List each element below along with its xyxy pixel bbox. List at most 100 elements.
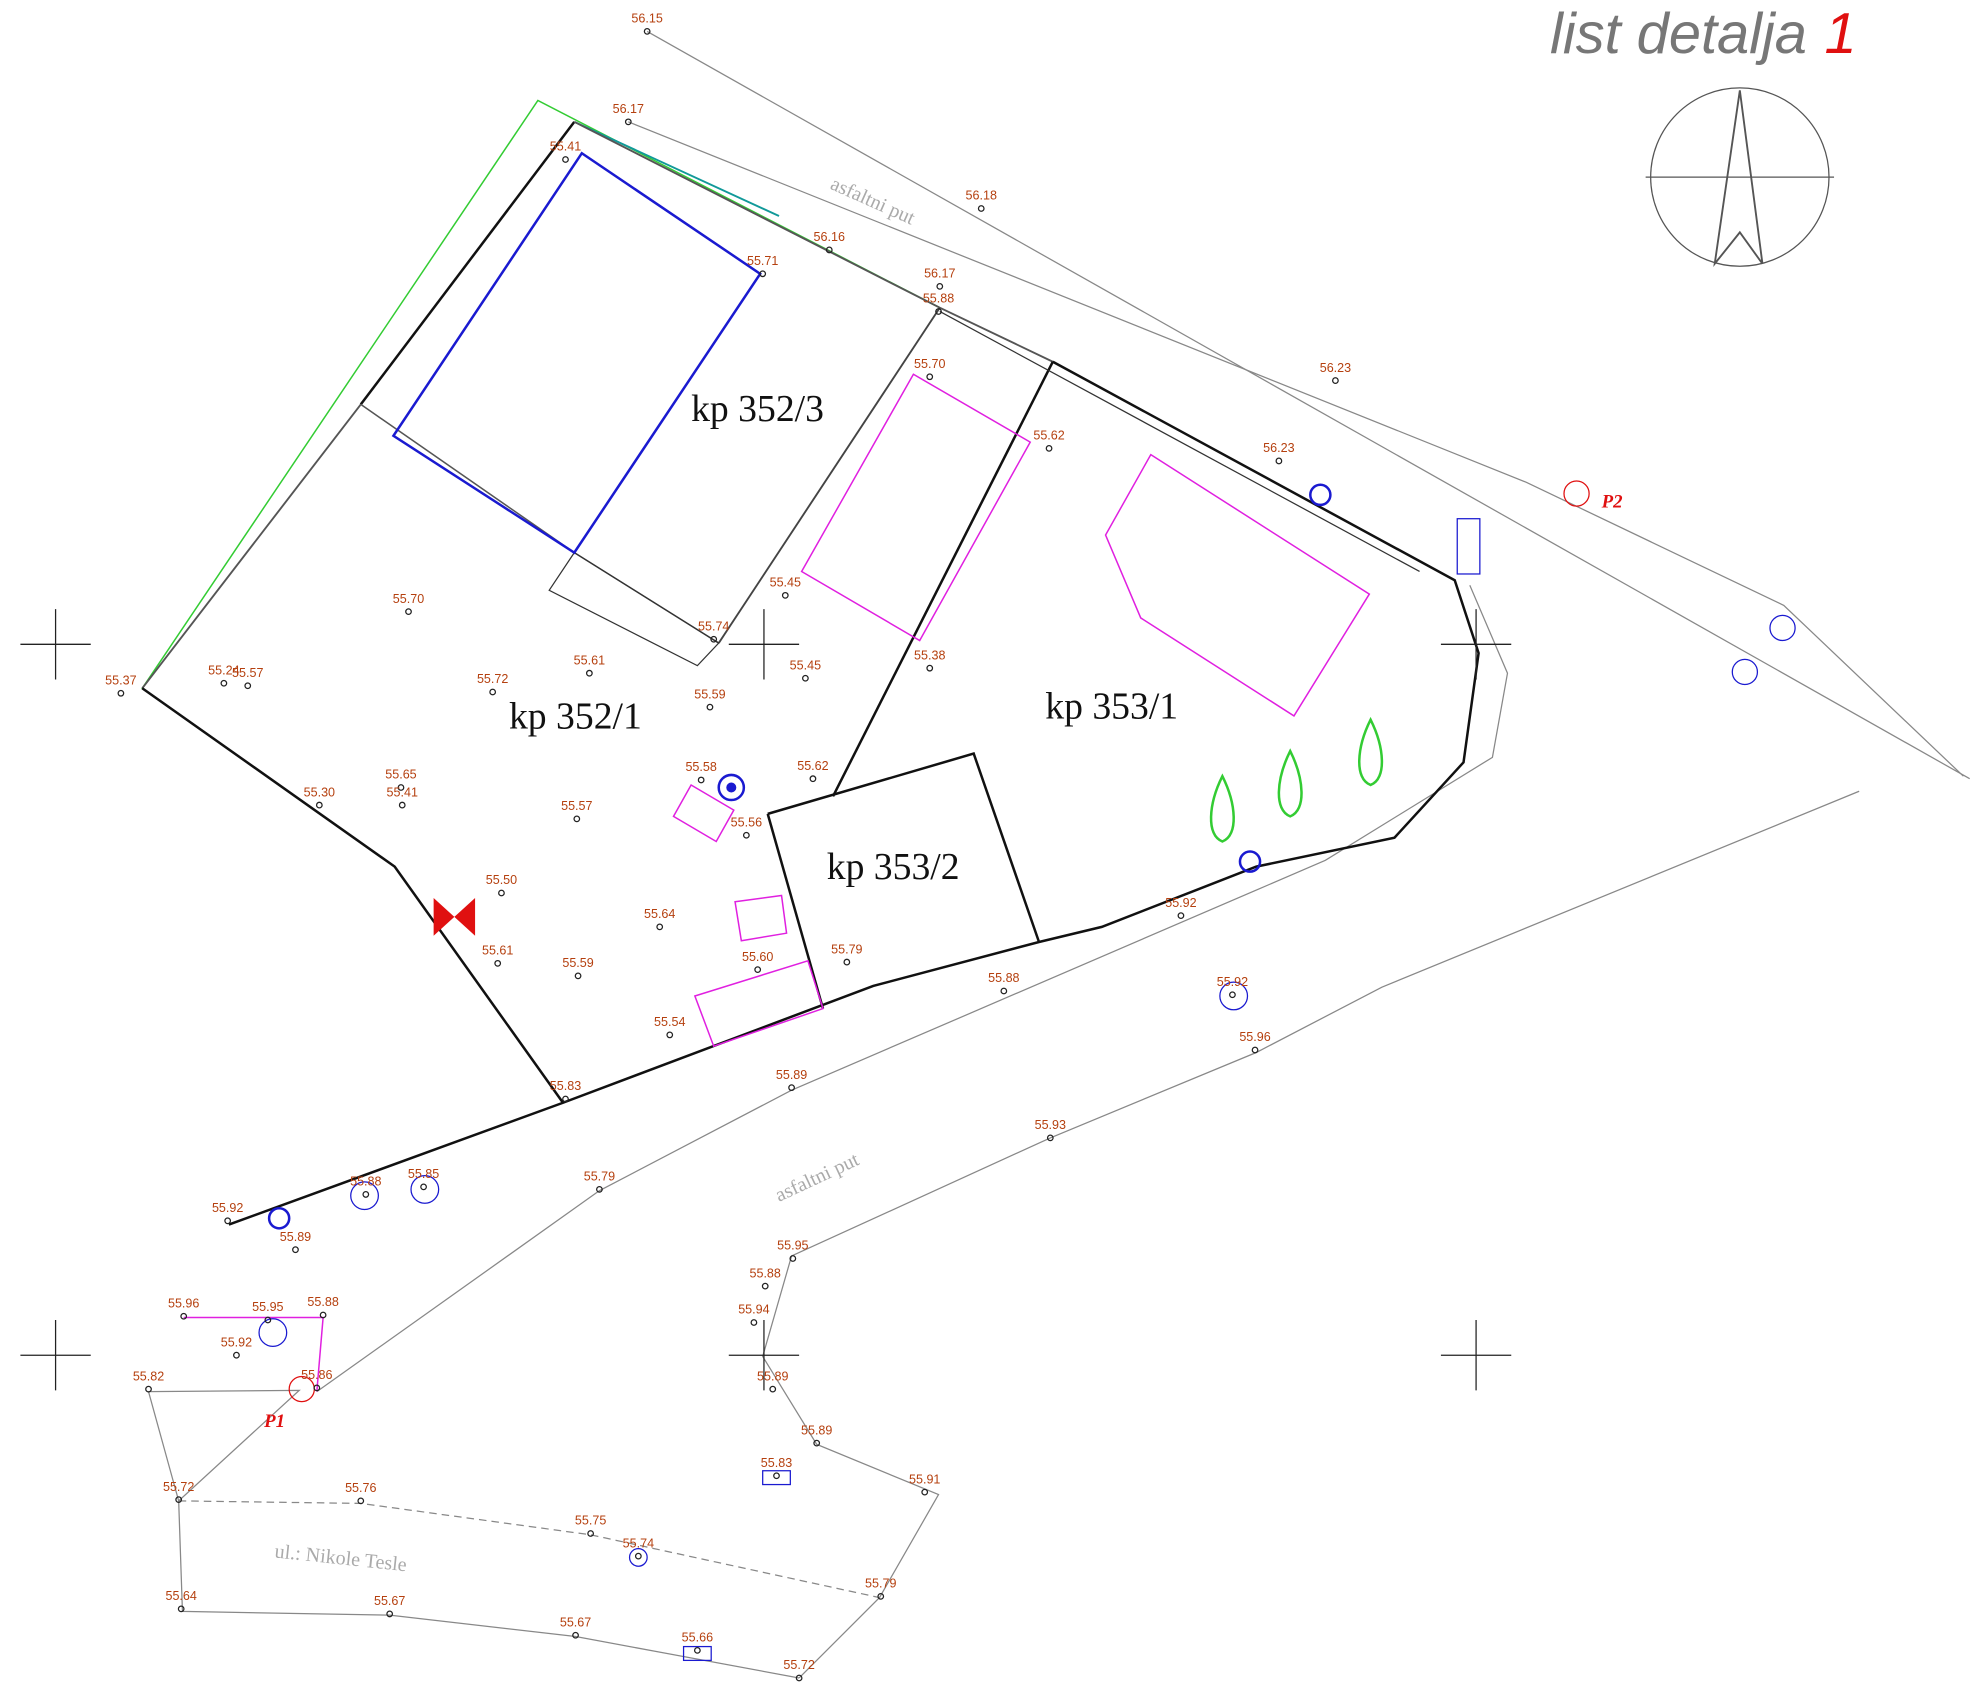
road-edge [763,791,1859,1678]
manhole [1732,659,1757,684]
tree [1359,720,1382,785]
elevation-label: 55.76 [345,1481,376,1495]
survey-point [626,119,632,125]
survey-point [774,1473,780,1479]
road-edge [647,31,1970,778]
road-label: asfaltni put [772,1148,863,1206]
elevation-label: 55.79 [865,1577,896,1591]
elevation-label: 55.59 [562,956,593,970]
road-edge [317,585,1508,1391]
tree [1211,776,1234,841]
survey-point [695,1648,701,1654]
elevation-label: 55.45 [770,576,801,590]
manhole [259,1319,287,1347]
elevation-label: 55.61 [482,944,513,958]
road-label: asfaltni put [827,173,918,230]
building [802,374,1031,640]
elevation-label: 55.88 [307,1295,338,1309]
elevation-label: 55.50 [486,873,517,887]
elevation-label: 55.85 [408,1167,439,1181]
survey-point [490,689,496,695]
survey-point [751,1320,757,1326]
elevation-label: 55.64 [644,907,675,921]
elevation-label: 55.89 [280,1230,311,1244]
elevation-label: 55.45 [790,658,821,672]
elevation-label: 55.41 [387,785,418,799]
survey-point [707,704,713,710]
elevation-label: 55.95 [777,1239,808,1253]
elevation-label: 55.82 [133,1369,164,1383]
survey-point [499,890,505,896]
elevation-label: 55.83 [550,1079,581,1093]
sheet-title: list detalja 1 [1550,2,1857,66]
title: list detalja [1550,2,1807,66]
survey-point [922,1489,928,1495]
survey-point [317,802,323,808]
elevation-label: 56.16 [814,230,845,244]
parcel-label: kp 352/3 [691,388,824,430]
building [674,785,734,842]
elevation-label: 55.65 [385,768,416,782]
elevation-label: 55.86 [301,1368,332,1382]
elevation-label: 55.74 [698,619,729,633]
building [695,961,823,1046]
survey-point [844,959,850,965]
survey-point [927,374,933,380]
building [735,896,786,941]
elevation-label: 56.23 [1263,441,1294,455]
survey-point [937,284,943,290]
elevation-label: 55.91 [909,1472,940,1486]
elevation-label: 55.30 [304,785,335,799]
elevation-label: 55.72 [783,1658,814,1672]
survey-point [667,1032,673,1038]
elevation-label: 55.89 [757,1369,788,1383]
elevation-label: 55.71 [747,254,778,268]
survey-point [587,670,593,676]
parcel-boundary [719,308,940,643]
survey-point [744,832,750,838]
survey-point [563,157,569,163]
survey-point [573,1633,579,1639]
valve [726,782,736,792]
elevation-label: 55.37 [105,674,136,688]
survey-point [762,1283,768,1289]
sheet-number: 1 [1825,2,1857,66]
elevation-label: 55.72 [477,672,508,686]
hydrant [269,1208,289,1228]
survey-point [363,1192,369,1198]
elevation-label: 56.15 [631,12,662,26]
elevation-label: 55.83 [761,1456,792,1470]
survey-point [636,1553,642,1559]
elevation-label: 55.88 [923,292,954,306]
elevation-label: 55.92 [1165,896,1196,910]
survey-point [978,206,984,212]
benchmark [1564,481,1589,506]
elevation-label: 55.89 [776,1068,807,1082]
survey-point [927,665,933,671]
elevation-label: 55.72 [163,1480,194,1494]
elevation-label: 55.93 [1035,1118,1066,1132]
elevation-label: 55.79 [584,1170,615,1184]
survey-point [1333,378,1339,384]
elevation-label: 55.66 [682,1631,713,1645]
elevation-label: 55.88 [988,971,1019,985]
parcel-boundary [361,122,575,405]
building [393,153,760,552]
survey-point [387,1611,393,1617]
elevation-label: 55.89 [801,1423,832,1437]
points: 56.1556.1756.1855.4155.7156.1656.1755.88… [105,12,1351,1681]
elevation-label: 55.95 [252,1300,283,1314]
elevation-label: 55.62 [1033,429,1064,443]
elevation-label: 55.92 [221,1335,252,1349]
survey-point [406,609,412,615]
benchmark-label: P1 [263,1411,285,1432]
parcel-boundary [142,404,361,688]
elevation-label: 55.61 [574,653,605,667]
elevation-label: 55.74 [623,1536,654,1550]
parcel-label: kp 352/1 [509,695,642,737]
parcel-label: kp 353/2 [827,846,960,888]
building [549,553,719,666]
elevation-label: 55.58 [685,760,716,774]
survey-point [293,1247,299,1253]
parcel-boundary [833,362,1053,797]
